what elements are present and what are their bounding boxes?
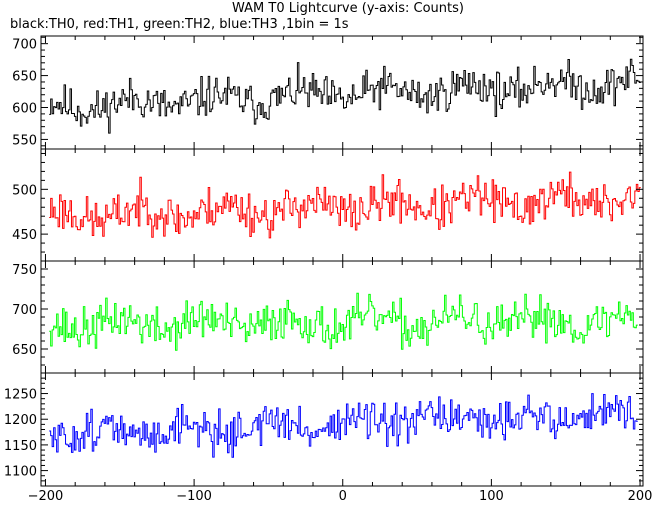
y-tick-label: 650 <box>12 343 37 358</box>
y-tick-label: 1100 <box>4 465 37 480</box>
panel-frame <box>40 35 644 150</box>
series-th1-line <box>49 171 641 239</box>
y-tick-label: 700 <box>12 38 37 53</box>
x-tick-label: −100 <box>176 489 212 504</box>
y-tick-label: 750 <box>12 263 37 278</box>
series-th0-line <box>49 58 641 134</box>
series-th3-line <box>49 393 638 458</box>
y-tick-label: 1250 <box>4 388 37 403</box>
x-tick-label: 0 <box>339 489 347 504</box>
y-tick-label: 550 <box>12 133 37 148</box>
x-tick-label: 100 <box>479 489 504 504</box>
x-axis: −200 −100 0 100 200 <box>28 489 653 504</box>
y-tick-label: 650 <box>12 70 37 85</box>
panel-th3: 1100 1150 1200 1250 <box>4 372 644 487</box>
y-tick-label: 500 <box>12 183 37 198</box>
chart-title: WAM T0 Lightcurve (y-axis: Counts) <box>232 1 464 16</box>
x-tick-label: 200 <box>628 489 653 504</box>
panel-th2: 650 700 750 <box>12 260 644 374</box>
y-tick-label: 700 <box>12 303 37 318</box>
y-tick-label: 600 <box>12 102 37 117</box>
panel-th0: 550 600 650 700 <box>12 35 644 150</box>
y-tick-label: 1150 <box>4 439 37 454</box>
chart-subtitle: black:TH0, red:TH1, green:TH2, blue:TH3 … <box>10 17 349 32</box>
y-tick-label: 450 <box>12 228 37 243</box>
panels-group: 5506006507004505006507007501100115012001… <box>4 35 644 487</box>
series-th2-line <box>49 292 638 351</box>
panel-th1: 450 500 <box>12 148 644 262</box>
y-tick-label: 1200 <box>4 413 37 428</box>
x-tick-label: −200 <box>28 489 64 504</box>
